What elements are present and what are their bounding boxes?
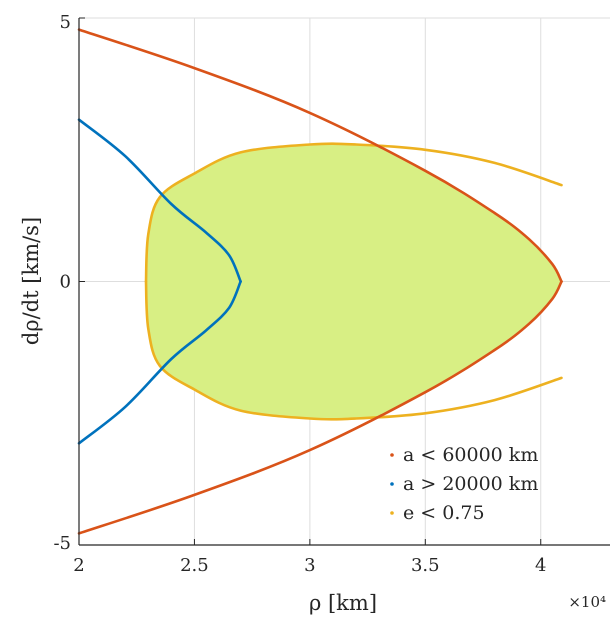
series-2-branch-0 (144, 142, 563, 283)
legend-label-2: e < 0.75 (403, 502, 485, 524)
y-axis-label: dρ/dt [km/s] (19, 217, 43, 345)
x-axis-label: ρ [km] (309, 591, 377, 615)
x-tick-label-1: 2.5 (180, 555, 209, 576)
axes (78, 17, 610, 546)
feasible-region (146, 143, 563, 420)
tick-labels: 2 2.5 3 3.5 4 5 0 -5 (53, 12, 546, 576)
series-0-branch-1 (77, 280, 563, 535)
legend-marker-0 (390, 453, 394, 457)
series-1-branch-1 (77, 280, 242, 445)
series-2-branch-1 (144, 280, 563, 421)
x-tick-label-2: 3 (304, 555, 315, 576)
series-layer (77, 28, 563, 535)
series-1-branch-0 (77, 118, 242, 283)
x-tick-label-4: 4 (535, 555, 546, 576)
y-tick-label-2: -5 (53, 533, 71, 554)
legend-label-1: a > 20000 km (403, 473, 538, 495)
x-tick-label-3: 3.5 (411, 555, 440, 576)
legend-marker-1 (390, 482, 394, 486)
legend: a < 60000 km a > 20000 km e < 0.75 (390, 444, 538, 524)
y-tick-label-1: 0 (60, 272, 71, 293)
y-tick-label-0: 5 (60, 12, 71, 33)
legend-marker-2 (390, 511, 394, 515)
series-0-branch-0 (77, 28, 563, 283)
legend-label-0: a < 60000 km (403, 444, 538, 466)
x-axis-multiplier: ×10⁴ (568, 593, 606, 611)
x-tick-label-0: 2 (73, 555, 84, 576)
